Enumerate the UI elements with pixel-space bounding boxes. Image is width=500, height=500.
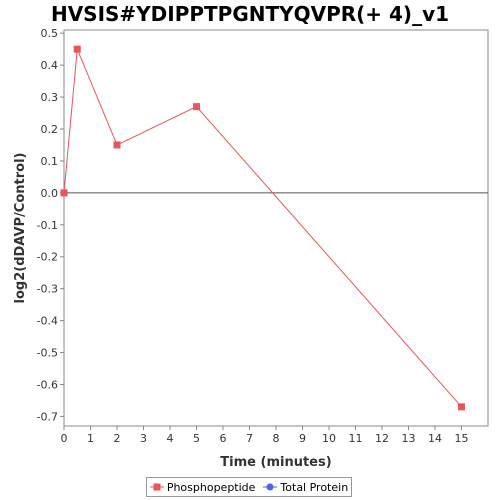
- x-tick-label: 15: [455, 432, 469, 445]
- x-tick-label: 2: [114, 432, 121, 445]
- data-point: [458, 403, 465, 411]
- x-tick-label: 0: [61, 432, 68, 445]
- x-tick-label: 1: [87, 432, 94, 445]
- chart-title: HVSIS#YDIPPTPGNTYQVPR(+ 4)_v1: [50, 2, 450, 26]
- y-tick-label: -0.2: [37, 251, 58, 264]
- y-tick-label: -0.1: [37, 219, 58, 232]
- data-point: [60, 189, 68, 197]
- y-tick-label: 0.3: [41, 91, 59, 104]
- x-tick-label: 8: [273, 432, 280, 445]
- data-point: [73, 45, 81, 53]
- x-tick-label: 11: [349, 432, 363, 445]
- y-tick-label: -0.4: [37, 315, 58, 328]
- y-tick-label: 0.5: [41, 27, 59, 40]
- x-tick-label: 4: [167, 432, 174, 445]
- x-tick-label: 6: [220, 432, 227, 445]
- data-point: [193, 103, 200, 111]
- legend-item-total-protein: Total Protein: [263, 481, 348, 494]
- y-tick-label: 0.4: [41, 59, 59, 72]
- x-tick-label: 5: [193, 432, 200, 445]
- x-tick-label: 10: [322, 432, 336, 445]
- data-point: [113, 141, 121, 149]
- y-tick-label: -0.5: [37, 347, 58, 360]
- x-tick-label: 7: [246, 432, 253, 445]
- y-tick-label: 0.2: [41, 123, 59, 136]
- legend: Phosphopeptide Total Protein: [146, 477, 352, 497]
- y-tick-label: -0.3: [37, 283, 58, 296]
- legend-item-phosphopeptide: Phosphopeptide: [149, 480, 256, 494]
- x-tick-label: 14: [428, 432, 442, 445]
- x-tick-label: 13: [402, 432, 416, 445]
- x-axis-label: Time (minutes): [220, 455, 331, 470]
- x-tick-label: 12: [375, 432, 389, 445]
- y-tick-label: 0.1: [41, 155, 59, 168]
- y-axis-label: log2(dDAVP/Control): [13, 153, 28, 304]
- phosphopeptide-marker-icon: [149, 483, 164, 491]
- y-tick-label: 0.0: [41, 187, 59, 200]
- x-tick-label: 3: [140, 432, 147, 445]
- x-tick-label: 9: [299, 432, 306, 445]
- legend-label-phosphopeptide: Phosphopeptide: [166, 480, 256, 494]
- total-protein-marker-icon: [263, 483, 278, 491]
- y-tick-label: -0.7: [37, 410, 58, 423]
- legend-label-total-protein: Total Protein: [280, 480, 349, 494]
- plot-area: [63, 29, 489, 427]
- y-tick-label: -0.6: [37, 378, 58, 391]
